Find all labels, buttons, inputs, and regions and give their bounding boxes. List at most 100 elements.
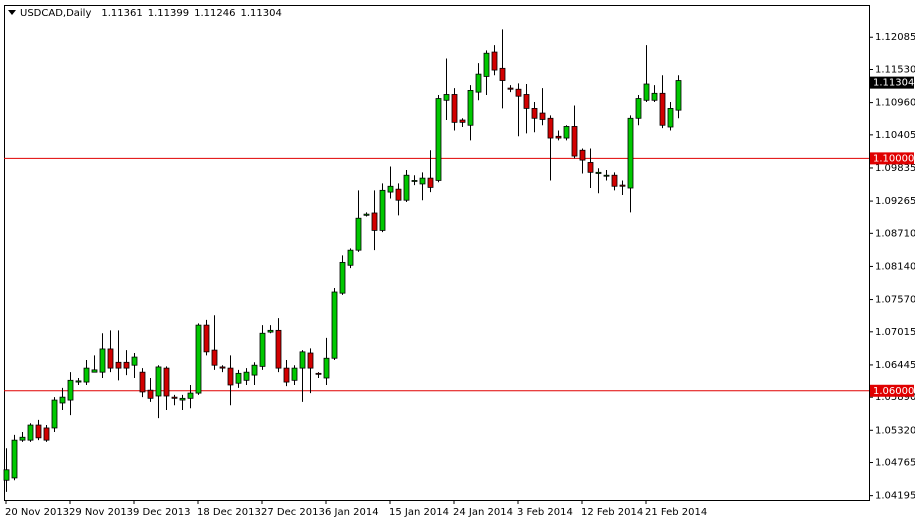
candle-body (571, 126, 578, 157)
candle-body (627, 117, 634, 189)
current-price-box (870, 76, 914, 89)
x-tick-label: 27 Dec 2013 (261, 507, 325, 518)
candle-body (539, 112, 546, 120)
candle-body (267, 329, 274, 333)
candle-body (83, 367, 90, 383)
candle-body (147, 389, 154, 399)
candle-body (291, 367, 298, 381)
candle-body (587, 162, 594, 173)
candle-body (107, 348, 114, 369)
y-tick-label: 1.09835 (875, 163, 915, 174)
candle-body (347, 249, 354, 266)
x-tick-label: 21 Feb 2014 (645, 507, 707, 518)
candle-body (579, 149, 586, 161)
candle-body (19, 436, 26, 441)
y-tick-label: 1.08710 (875, 228, 915, 239)
candle-body (227, 367, 234, 386)
candle-body (379, 189, 386, 231)
x-tick-label: 3 Feb 2014 (517, 507, 573, 518)
header-value: 1.11246 (194, 8, 235, 19)
candle-body (115, 361, 122, 369)
candle-body (139, 371, 146, 393)
candle-body (251, 364, 258, 376)
candle-body (435, 98, 442, 181)
candle-body (243, 371, 250, 381)
candle-body (323, 357, 330, 379)
candle-body (667, 108, 674, 128)
y-tick-label: 1.05320 (875, 425, 915, 436)
candle-body (475, 73, 482, 93)
candle-body (59, 396, 66, 404)
y-tick-label: 1.10405 (875, 130, 915, 141)
x-tick-label: 18 Dec 2013 (197, 507, 261, 518)
candle-body (187, 392, 194, 399)
candle-body (75, 380, 82, 383)
price-label-box (870, 152, 914, 165)
candle-body (635, 98, 642, 119)
candle-body (283, 367, 290, 383)
candle-body (531, 108, 538, 119)
candle-body (611, 174, 618, 187)
candle-body (155, 366, 162, 397)
candle-body (547, 117, 554, 139)
price-label: 1.06000 (873, 386, 914, 397)
candle-body (403, 174, 410, 201)
candle-body (203, 324, 210, 353)
candle-body (211, 349, 218, 366)
candle-body (331, 291, 338, 359)
candle-body (27, 424, 34, 441)
candle-body (483, 52, 490, 77)
y-tick-label: 1.06445 (875, 360, 915, 371)
candle-body (195, 324, 202, 394)
candle-body (91, 369, 98, 373)
header-value: 1.11399 (148, 8, 189, 19)
y-tick-label: 1.04195 (875, 491, 915, 502)
candle-body (443, 94, 450, 101)
candle-body (11, 439, 18, 479)
candle-body (123, 361, 130, 369)
plot-frame (4, 5, 870, 501)
menu-triangle (8, 10, 16, 15)
y-tick-label: 1.12085 (875, 32, 915, 43)
candle-body (131, 356, 138, 366)
candle-body (467, 90, 474, 126)
y-tick-label: 1.09265 (875, 196, 915, 207)
y-tick-label: 1.11530 (875, 64, 915, 75)
candle-body (307, 352, 314, 369)
y-tick-label: 1.05890 (875, 392, 915, 403)
candle-body (595, 171, 602, 174)
x-tick-label: 12 Feb 2014 (581, 507, 643, 518)
x-tick-label: 20 Nov 2013 (5, 507, 69, 518)
candle-body (67, 379, 74, 401)
x-tick-label: 9 Dec 2013 (133, 507, 191, 518)
y-tick-label: 1.07570 (875, 295, 915, 306)
candle-body (179, 397, 186, 401)
candle-body (419, 177, 426, 185)
candle-body (651, 92, 658, 101)
candle-body (507, 87, 514, 90)
candle-body (643, 83, 650, 101)
candle-body (339, 261, 346, 294)
candle-body (555, 135, 562, 139)
candle-body (3, 469, 10, 481)
price-label: 1.10000 (873, 153, 914, 164)
candle-body (163, 367, 170, 397)
current-price-label: 1.11304 (873, 78, 914, 89)
x-tick-label: 24 Jan 2014 (453, 507, 513, 518)
candle-body (363, 213, 370, 216)
candle-body (515, 88, 522, 97)
candle-body (659, 92, 666, 126)
x-tick-label: 15 Jan 2014 (389, 507, 449, 518)
candle-body (563, 126, 570, 139)
candle-body (35, 424, 42, 439)
chart-title: USDCAD,Daily (20, 8, 91, 19)
header-value: 1.11304 (240, 8, 281, 19)
candle-body (427, 177, 434, 188)
candle-body (371, 212, 378, 231)
candle-body (299, 351, 306, 369)
y-tick-label: 1.08140 (875, 261, 915, 272)
candle-body (315, 372, 322, 375)
candle-body (411, 180, 418, 182)
candle-body (451, 94, 458, 123)
price-label-box (870, 384, 914, 397)
